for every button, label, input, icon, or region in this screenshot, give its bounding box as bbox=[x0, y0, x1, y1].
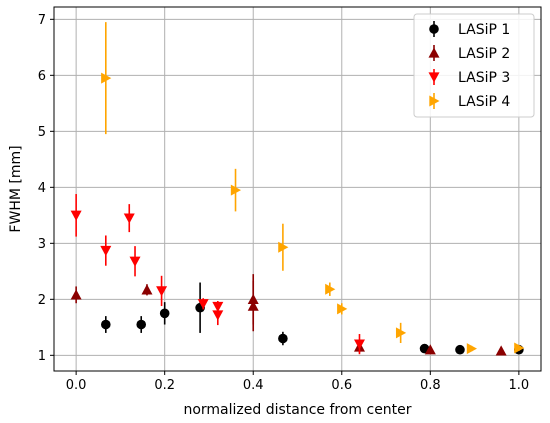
data-point bbox=[136, 319, 147, 330]
legend-item: LASiP 2 bbox=[428, 45, 510, 62]
series-1 bbox=[100, 282, 524, 355]
legend-marker bbox=[428, 72, 440, 83]
y-tick-label: 3 bbox=[38, 237, 46, 252]
x-tick-label: 1.0 bbox=[509, 378, 530, 393]
data-point bbox=[141, 284, 153, 295]
x-tick-label: 0.2 bbox=[154, 378, 175, 393]
data-point bbox=[514, 342, 525, 354]
y-axis-label: FWHM [mm] bbox=[8, 145, 24, 232]
series-2 bbox=[70, 274, 507, 356]
x-tick-label: 0.0 bbox=[66, 378, 87, 393]
data-layer bbox=[70, 22, 525, 356]
tick-layer: 0.0 0.2 0.4 0.6 0.8 1.0 1 2 3 4 5 6 7 bbox=[38, 13, 529, 393]
legend-label: LASiP 4 bbox=[458, 94, 510, 110]
x-tick-label: 0.6 bbox=[331, 378, 352, 393]
data-point bbox=[325, 283, 336, 295]
legend-label: LASiP 2 bbox=[458, 46, 510, 62]
data-point bbox=[129, 256, 141, 267]
data-point bbox=[455, 344, 465, 355]
data-point bbox=[395, 327, 407, 339]
data-point bbox=[123, 213, 135, 224]
y-tick-label: 5 bbox=[38, 125, 46, 140]
data-point bbox=[278, 241, 289, 253]
y-tick-label: 4 bbox=[38, 181, 46, 196]
data-point bbox=[337, 303, 348, 315]
y-tick-label: 6 bbox=[38, 69, 46, 84]
series-4 bbox=[101, 22, 525, 355]
legend-marker bbox=[428, 47, 440, 58]
legend: LASiP 1 LASiP 2 LASiP 3 LASiP 4 bbox=[413, 13, 535, 118]
series-3 bbox=[70, 194, 365, 355]
grid-layer bbox=[54, 7, 541, 371]
data-point bbox=[278, 333, 288, 344]
legend-label: LASiP 3 bbox=[458, 70, 510, 86]
legend-label: LASiP 1 bbox=[458, 22, 510, 38]
legend-box bbox=[413, 13, 535, 118]
data-point bbox=[424, 344, 436, 355]
data-point bbox=[100, 245, 112, 257]
data-point bbox=[70, 289, 82, 300]
data-point bbox=[101, 72, 112, 84]
data-point bbox=[212, 310, 224, 321]
data-point bbox=[495, 345, 507, 356]
legend-marker bbox=[429, 24, 439, 34]
legend-item: LASiP 1 bbox=[429, 21, 510, 38]
data-point bbox=[156, 286, 168, 297]
x-tick-label: 0.4 bbox=[243, 378, 264, 393]
data-point bbox=[197, 299, 209, 310]
plot-frame bbox=[53, 6, 542, 372]
y-tick-label: 1 bbox=[38, 349, 46, 364]
data-point bbox=[159, 308, 170, 319]
data-point bbox=[70, 210, 82, 221]
legend-item: LASiP 3 bbox=[428, 69, 510, 86]
y-tick-label: 7 bbox=[38, 13, 46, 28]
legend-marker bbox=[429, 95, 440, 107]
data-point bbox=[466, 343, 477, 355]
legend-item: LASiP 4 bbox=[429, 93, 510, 110]
data-point bbox=[230, 184, 242, 196]
data-point bbox=[353, 339, 365, 350]
x-axis-label: normalized distance from center bbox=[183, 402, 411, 418]
y-tick-label: 2 bbox=[38, 293, 46, 308]
data-point bbox=[100, 319, 111, 330]
data-point bbox=[247, 300, 259, 311]
x-tick-label: 0.8 bbox=[420, 378, 441, 393]
